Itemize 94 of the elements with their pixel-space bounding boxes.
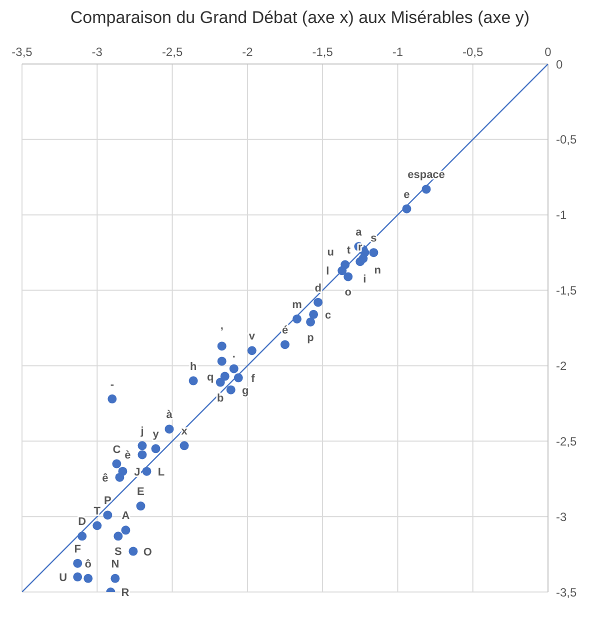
point	[309, 310, 318, 319]
x-tick-label: -2,5	[162, 45, 183, 59]
data-label: E	[137, 486, 144, 498]
data-label: N	[111, 558, 120, 570]
data-label: i	[363, 274, 366, 286]
point	[217, 342, 226, 351]
data-label: L	[158, 466, 165, 478]
data-label: f	[251, 372, 256, 385]
x-tick-label: -3	[92, 45, 103, 59]
point	[110, 574, 120, 583]
data-label: A	[122, 510, 130, 522]
data-label: l	[326, 266, 330, 278]
point	[114, 532, 123, 541]
data-label: t	[346, 244, 351, 257]
point	[226, 385, 236, 394]
point	[128, 546, 138, 556]
data-label: x	[181, 426, 188, 438]
y-tick-label: 0	[556, 57, 563, 72]
point	[92, 521, 102, 530]
data-label: u	[327, 246, 334, 259]
point	[280, 340, 290, 350]
data-label: C	[112, 444, 121, 456]
data-label: p	[307, 332, 314, 344]
data-label: J	[134, 466, 140, 478]
x-tick-label: -0,5	[462, 45, 484, 59]
y-tick-label: -1	[556, 208, 567, 222]
data-label: é	[282, 324, 288, 337]
data-label: ê	[102, 472, 108, 484]
data-label: -	[110, 378, 114, 391]
y-tick-label: -1,5	[556, 284, 578, 298]
point	[220, 372, 230, 381]
x-tick-label: -2	[242, 45, 254, 59]
x-tick-label: -1	[392, 45, 404, 59]
data-label: m	[292, 298, 302, 311]
point	[115, 472, 124, 482]
y-tick-label: -0,5	[556, 132, 578, 147]
data-label: r	[358, 242, 363, 254]
data-label: y	[152, 428, 160, 441]
data-label: v	[248, 330, 256, 343]
data-label: a	[356, 226, 363, 239]
data-label: ’	[220, 326, 224, 338]
data-label: O	[143, 546, 152, 558]
point	[306, 317, 316, 326]
data-label: q	[207, 371, 214, 384]
point	[356, 257, 365, 266]
data-label: g	[242, 384, 249, 397]
point	[369, 248, 378, 258]
data-label: D	[78, 516, 86, 528]
data-label: b	[217, 392, 224, 404]
data-label: h	[190, 360, 197, 373]
x-tick-label: -1,5	[312, 45, 334, 59]
data-label: n	[374, 264, 382, 277]
point	[188, 376, 198, 386]
point	[138, 441, 147, 450]
x-tick-label: 0	[544, 45, 552, 59]
point	[180, 441, 189, 450]
point	[164, 424, 174, 434]
data-label: e	[404, 188, 410, 201]
data-label: o	[344, 286, 352, 299]
point	[112, 459, 122, 468]
data-label: .	[232, 348, 236, 361]
data-label: R	[121, 587, 130, 599]
point	[216, 378, 225, 387]
data-label: ô	[84, 558, 92, 570]
point	[151, 444, 160, 454]
chart-title: Comparaison du Grand Débat (axe x) aux Misérables (axe y)	[69, 8, 531, 28]
point	[73, 558, 82, 568]
point	[108, 394, 117, 404]
point	[247, 346, 256, 356]
data-label: è	[124, 450, 131, 462]
y-tick-label: -3	[556, 510, 567, 524]
data-label: d	[314, 282, 322, 294]
data-label: à	[166, 409, 174, 422]
point	[73, 572, 82, 582]
point	[84, 574, 93, 583]
data-label: T	[94, 506, 101, 518]
point	[229, 364, 238, 374]
point	[103, 510, 112, 520]
point	[314, 298, 323, 307]
data-label: F	[74, 543, 82, 556]
data-label: U	[59, 572, 68, 584]
point	[138, 450, 147, 460]
data-label: P	[104, 495, 112, 508]
y-tick-label: -2	[556, 358, 567, 373]
point	[344, 272, 353, 282]
data-label: j	[140, 426, 144, 438]
x-tick-label: -3,5	[12, 45, 33, 59]
point	[136, 502, 146, 511]
data-label: c	[324, 309, 332, 322]
data-label: S	[114, 546, 122, 558]
y-tick-label: -3,5	[556, 585, 578, 600]
y-tick-label: -2,5	[556, 434, 578, 448]
point	[121, 526, 130, 535]
point	[217, 356, 226, 366]
